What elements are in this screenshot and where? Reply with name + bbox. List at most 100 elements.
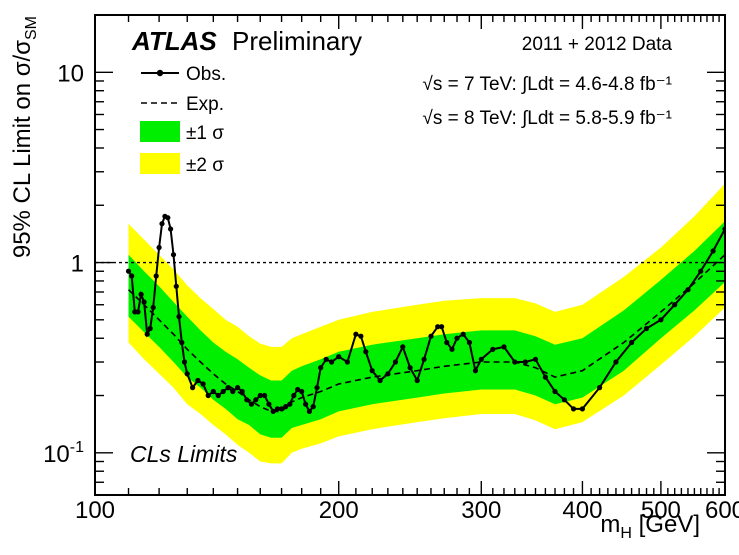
y-axis-title: 95% CL Limit on σ/σSM (9, 16, 40, 258)
observed-point (698, 268, 704, 274)
observed-point (215, 392, 221, 399)
observed-point (257, 392, 263, 399)
x-axis-title-sub: H (620, 525, 632, 542)
observed-point (303, 401, 309, 407)
legend-obs-label: Obs. (186, 64, 226, 85)
observed-point (239, 388, 245, 395)
lumi-8tev-label: √s = 8 TeV: ∫Ldt = 5.8-5.9 fb⁻¹ (422, 108, 672, 129)
lumi-7tev-label: √s = 7 TeV: ∫Ldt = 4.6-4.8 fb⁻¹ (422, 74, 672, 95)
x-axis-title: mH [GeV] (600, 511, 700, 542)
observed-point (141, 299, 147, 305)
legend-exp-label: Exp. (186, 94, 224, 115)
observed-point (230, 388, 236, 395)
observed-point (306, 408, 312, 414)
observed-point (181, 359, 188, 365)
legend-band2-label: ±2 σ (186, 155, 224, 176)
observed-point (323, 356, 329, 362)
x-tick-label: 600 (705, 497, 739, 524)
legend-band2-swatch (140, 153, 180, 174)
observed-point (439, 324, 445, 330)
observed-point (561, 397, 568, 403)
observed-point (135, 309, 141, 315)
observed-point (501, 344, 507, 350)
preliminary-label: Preliminary (232, 26, 362, 56)
observed-point (472, 368, 478, 374)
observed-point (156, 244, 162, 251)
observed-point (385, 371, 391, 377)
observed-point (190, 385, 196, 391)
observed-point (400, 344, 406, 350)
observed-point (195, 377, 201, 384)
observed-point (165, 215, 171, 221)
observed-point (287, 401, 293, 407)
observed-point (579, 406, 586, 412)
observed-point (244, 397, 250, 403)
observed-point (253, 397, 259, 403)
observed-point (710, 248, 716, 254)
observed-point (173, 283, 179, 289)
legend: Obs. Exp. ±1 σ ±2 σ (140, 64, 226, 176)
observed-point (522, 359, 528, 365)
observed-point (138, 291, 144, 297)
observed-point (421, 356, 427, 362)
observed-point (490, 346, 496, 352)
observed-point (200, 381, 206, 387)
observed-point (542, 374, 549, 380)
observed-point (672, 302, 678, 308)
observed-point (235, 385, 241, 391)
observed-point (629, 339, 635, 346)
x-tick-label: 500 (641, 497, 681, 524)
bands-layer (128, 183, 725, 464)
x-axis-title-unit: [GeV] (632, 511, 700, 538)
observed-point (658, 317, 664, 323)
observed-point (129, 273, 135, 279)
observed-point (125, 268, 132, 274)
observed-point (150, 304, 156, 311)
observed-point (225, 385, 231, 391)
observed-point (159, 221, 165, 227)
atlas-label: ATLAS (131, 26, 217, 56)
expected-limit-line (127, 254, 725, 413)
plot-frame (94, 14, 726, 496)
observed-point (435, 324, 441, 330)
observed-point (363, 349, 369, 355)
y-tick-label: 10-1 (43, 439, 84, 468)
observed-point (449, 346, 455, 352)
y-tick-label: 1 (71, 251, 84, 278)
observed-point (344, 359, 350, 365)
legend-obs-marker (156, 69, 164, 77)
legend-band1-label: ±1 σ (186, 123, 224, 144)
legend-band1-swatch (140, 121, 180, 142)
y-axis-title-main: 95% CL Limit on σ/σ (9, 40, 36, 258)
observed-point (153, 273, 159, 279)
observed-point (392, 359, 398, 365)
dataset-label: 2011 + 2012 Data (522, 34, 673, 55)
observed-point (460, 331, 466, 337)
observed-point (170, 252, 177, 258)
observed-point (220, 388, 226, 395)
observed-point (407, 365, 413, 371)
observed-point (336, 354, 342, 360)
observed-point (144, 331, 150, 337)
x-axis-title-main: m (600, 511, 620, 538)
observed-point (329, 359, 335, 365)
observed-point (205, 392, 211, 399)
observed-point (279, 406, 285, 412)
observed-point (295, 386, 301, 393)
observed-point (314, 385, 320, 391)
axis-tick-labels: 100 200 300 400 500 600 10-1 1 10 (43, 60, 739, 524)
observed-point (184, 371, 190, 377)
observed-point (310, 404, 316, 410)
observed-point (685, 287, 691, 293)
observed-point (274, 406, 280, 412)
y-tick-label: 10 (57, 60, 84, 87)
x-tick-label: 100 (75, 497, 115, 524)
observed-point (552, 388, 558, 395)
observed-point (318, 365, 324, 371)
observed-point (643, 325, 650, 332)
observed-point (353, 331, 359, 337)
x-tick-label: 400 (562, 497, 602, 524)
observed-point (466, 339, 472, 346)
observed-point (613, 359, 619, 365)
